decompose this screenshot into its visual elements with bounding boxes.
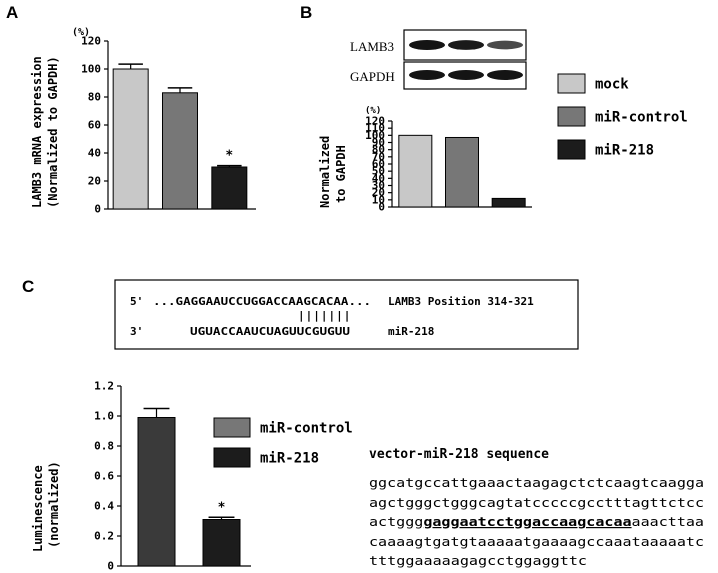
blot-band-gapdh (448, 70, 484, 80)
y-tick-label: 60 (372, 158, 385, 171)
legend-b: mock miR-control miR-218 (557, 73, 688, 160)
vector-line-3-suffix: aaacttaa (632, 515, 704, 529)
legend-swatch (557, 139, 586, 160)
y-tick-label: 40 (372, 172, 385, 185)
blot-label-lamb3: LAMB3 (350, 39, 394, 54)
vector-title: vector-miR-218 sequence (369, 447, 549, 462)
panel-c-letter: C (22, 277, 34, 296)
bar-mir-218 (491, 197, 526, 208)
y-tick-label: 60 (88, 119, 101, 132)
y-tick-label: 20 (372, 186, 385, 199)
chart-c-ylabel-2: (normalized) (47, 461, 61, 548)
bar-mock (398, 134, 433, 208)
chart-a-ylabel-1: LAMB3 mRNA expression (30, 56, 44, 208)
bar-mir-218 (211, 166, 248, 210)
legend-swatch (557, 106, 586, 127)
legend-c: miR-control miR-218 (213, 417, 353, 468)
chart-b: (%) Normalized to GAPDH 0102030405060708… (318, 106, 532, 214)
y-tick-label: 0 (107, 560, 114, 573)
significance-star: * (225, 149, 233, 164)
alignment-target-seq: ...GAGGAAUCCUGGACCAAGCACAA... (153, 295, 371, 308)
y-tick-label: 120 (81, 35, 101, 48)
chart-a: (%) LAMB3 mRNA expression (Normalized to… (30, 27, 256, 216)
y-tick-label: 0 (378, 201, 385, 214)
bar-mir-control (137, 417, 176, 567)
y-tick-label: 90 (372, 136, 385, 149)
y-tick-label: 0.8 (94, 440, 114, 453)
chart-b-unit: (%) (365, 106, 381, 116)
blot-band-gapdh (409, 70, 445, 80)
western-blot: LAMB3 GAPDH (350, 29, 527, 90)
alignment-mirna-seq: UGUACCAAUCUAGUUCGUGUU (190, 325, 350, 338)
blot-band-lamb3 (448, 40, 484, 50)
vector-line-3: actggg gaggaatcctggaccaagcacaa aaacttaa (369, 515, 704, 529)
vector-line-1: ggcatgccattgaaactaagagctctcaagtcaagga (369, 476, 704, 490)
chart-a-ylabel-2: (Normalized to GAPDH) (46, 56, 60, 208)
y-tick-label: 20 (88, 175, 101, 188)
y-tick-label: 100 (81, 63, 101, 76)
vector-line-3-prefix: actggg (369, 515, 423, 529)
y-tick-label: 0.6 (94, 470, 114, 483)
y-tick-label: 110 (365, 122, 385, 135)
y-tick-label: 30 (372, 179, 385, 192)
alignment-pairing: ||||||| (298, 309, 351, 322)
y-tick-label: 40 (88, 147, 101, 160)
y-tick-label: 10 (372, 193, 385, 206)
y-tick-label: 120 (365, 115, 385, 128)
panel-a-letter: A (6, 3, 18, 22)
chart-a-unit: (%) (72, 27, 90, 38)
vector-line-3-target: gaggaatcctggaccaagcacaa (423, 515, 631, 529)
y-tick-label: 0.2 (94, 530, 114, 543)
bar-mir-control (445, 136, 479, 208)
panel-b-letter: B (300, 3, 312, 22)
legend-swatch (557, 73, 586, 94)
alignment-box: 5' ...GAGGAAUCCUGGACCAAGCACAA... LAMB3 P… (114, 279, 579, 350)
legend-label: miR-218 (260, 451, 319, 467)
alignment-3prime: 3' (130, 325, 143, 338)
legend-label: miR-218 (595, 143, 654, 159)
legend-label: miR-control (260, 421, 353, 437)
alignment-5prime: 5' (130, 295, 143, 308)
bar-mir-control (162, 92, 198, 210)
blot-band-lamb3 (409, 40, 445, 50)
y-tick-label: 0 (94, 203, 101, 216)
alignment-frame (114, 279, 579, 350)
legend-label: mock (595, 77, 629, 93)
y-tick-label: 80 (372, 143, 385, 156)
chart-c: Luminescence (normalized) 0 0.2 0.4 0.6 0.8 1… (31, 380, 251, 573)
y-tick-label: 80 (88, 91, 101, 104)
alignment-mirna-label: miR-218 (388, 325, 434, 338)
significance-star: * (218, 500, 226, 515)
y-tick-label: 1.0 (94, 410, 114, 423)
legend-label: miR-control (595, 110, 688, 126)
bar-mock (112, 68, 149, 210)
y-tick-label: 1.2 (94, 380, 114, 393)
y-tick-label: 70 (372, 150, 385, 163)
y-tick-label: 0.4 (94, 500, 114, 513)
y-tick-label: 100 (365, 129, 385, 142)
vector-line-2: agctgggctgggcagtatcccccgcctttagttctcc (369, 496, 704, 510)
blot-label-gapdh: GAPDH (350, 69, 395, 84)
blot-band-lamb3 (487, 40, 523, 50)
y-tick-label: 50 (372, 165, 385, 178)
alignment-target-label: LAMB3 Position 314-321 (388, 295, 534, 308)
vector-line-4: caaaagtgatgtaaaaatgaaaagccaaataaaaatc (369, 535, 704, 549)
chart-b-ylabel-1: Normalized (318, 136, 332, 208)
legend-swatch (213, 417, 251, 438)
bar-mir-218 (202, 519, 241, 567)
vector-line-5: tttggaaaaagagcctggaggttc (369, 554, 587, 568)
chart-c-ylabel-1: Luminescence (31, 465, 45, 552)
legend-swatch (213, 447, 251, 468)
blot-band-gapdh (487, 70, 523, 80)
chart-b-ylabel-2: to GAPDH (334, 145, 348, 203)
vector-sequence: vector-miR-218 sequence ggcatgccattgaaac… (369, 447, 704, 568)
